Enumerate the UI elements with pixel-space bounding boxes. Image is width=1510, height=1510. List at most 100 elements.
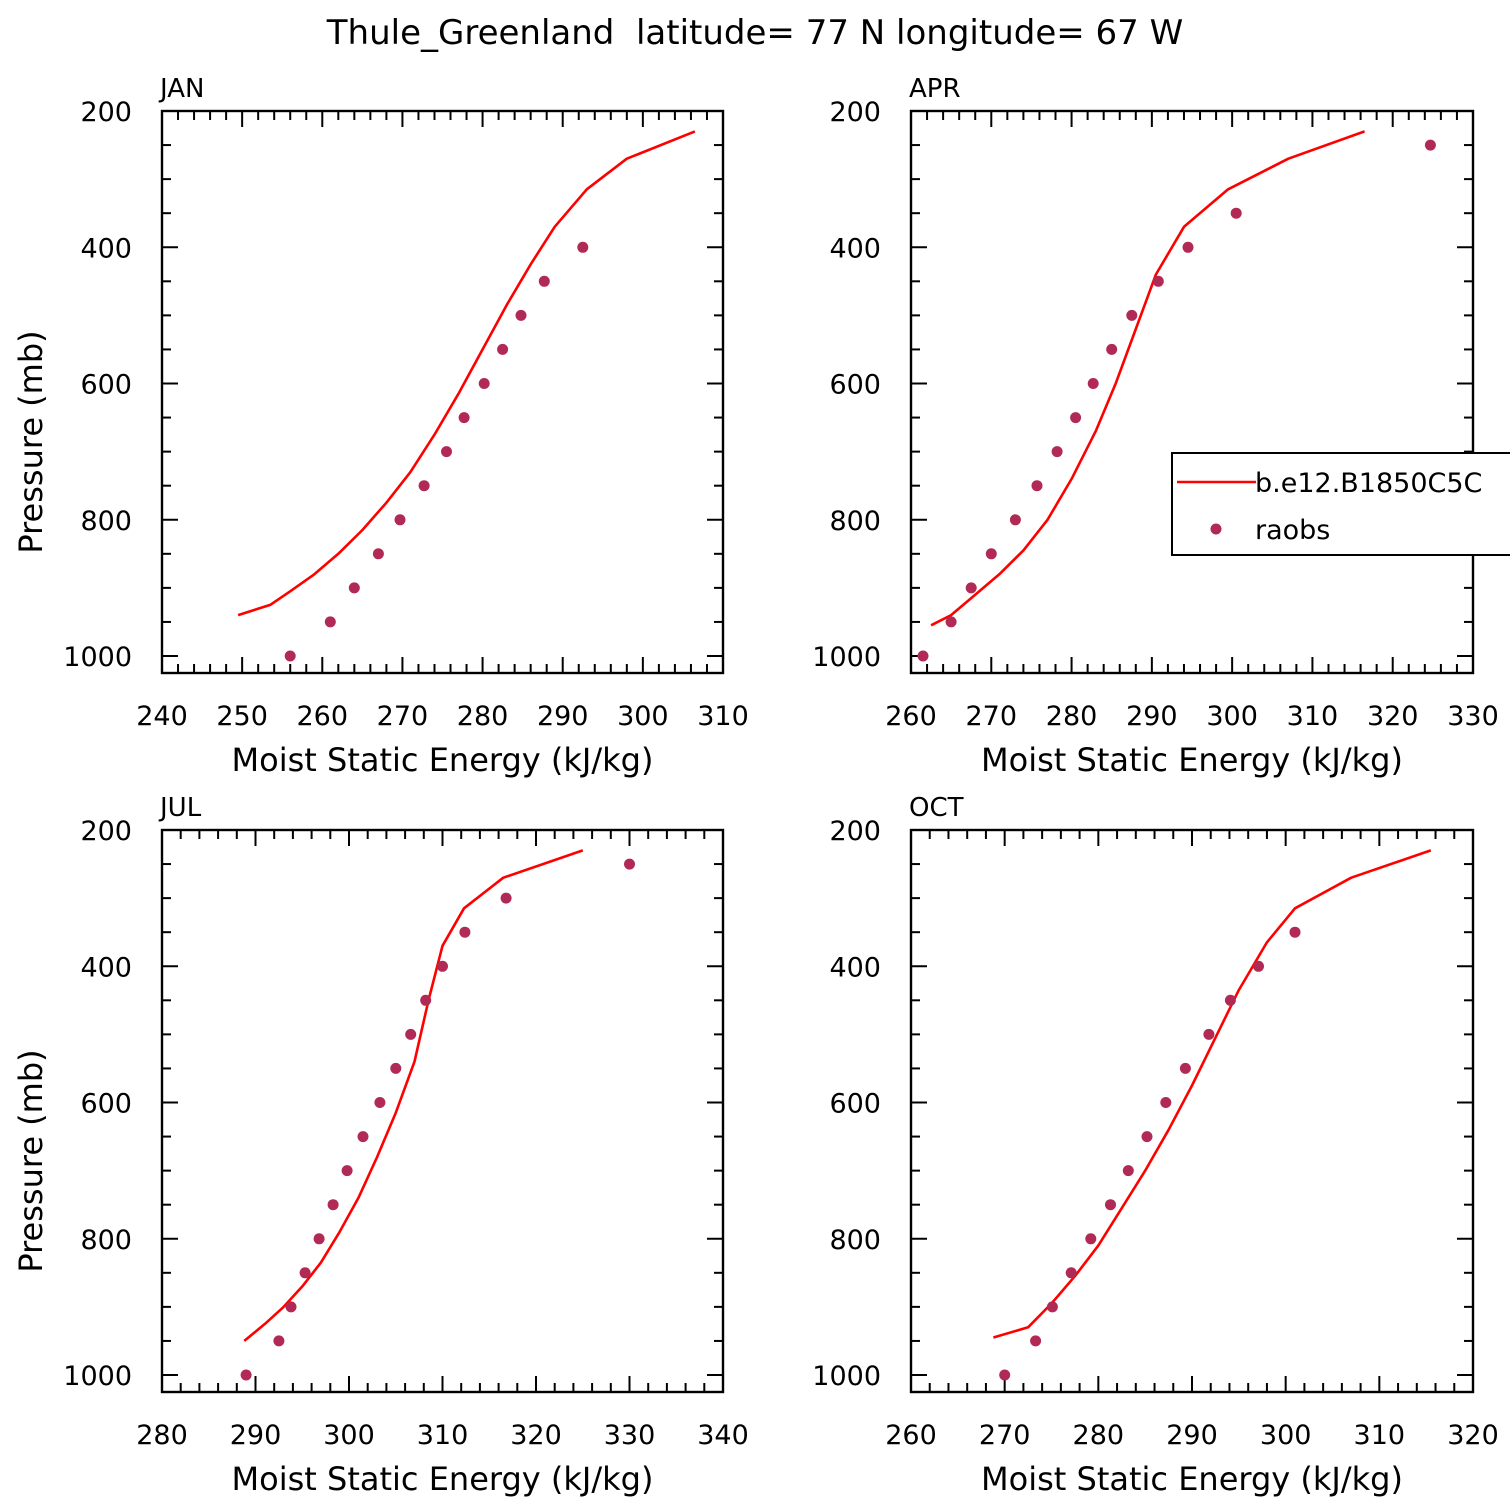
obs-point [515, 309, 527, 321]
x-axis-title: Moist Static Energy (kJ/kg) [232, 741, 654, 779]
obs-point [1031, 480, 1043, 492]
panel-apr: APR 260 270 280 290 300 310 320 330 200 400 600 800 1… [812, 74, 1498, 779]
x-tick-label: 330 [604, 1420, 656, 1451]
y-tick-label: 600 [80, 1089, 132, 1120]
obs-point [538, 275, 550, 287]
y-tick-label: 800 [80, 1225, 132, 1256]
obs-point [327, 1199, 339, 1211]
y-tick-label: 1000 [812, 642, 881, 673]
obs-point [240, 1369, 252, 1381]
y-axis-title: Pressure (mb) [12, 1049, 50, 1272]
obs-point [1182, 241, 1194, 253]
x-tick-label: 320 [510, 1420, 562, 1451]
y-tick-label: 800 [829, 1225, 881, 1256]
x-tick-label: 280 [1046, 701, 1098, 732]
obs-point [357, 1131, 369, 1143]
obs-point [1030, 1335, 1042, 1347]
panel-jul: JUL 280 290 300 310 320 330 340 200 400 600 800 1000… [12, 793, 749, 1498]
model-line [243, 849, 584, 1342]
y-tick-label: 1000 [812, 1361, 881, 1392]
figure-title: Thule_Greenland latitude= 77 N longitude… [326, 13, 1183, 53]
x-tick-label: 270 [979, 1420, 1031, 1451]
obs-point [577, 241, 589, 253]
y-tick-label: 400 [80, 952, 132, 983]
x-tick-label: 260 [885, 701, 937, 732]
obs-point [405, 1028, 417, 1040]
obs-point [1122, 1165, 1134, 1177]
obs-point [1224, 994, 1236, 1006]
obs-point [1046, 1301, 1058, 1313]
x-tick-label: 300 [617, 701, 669, 732]
obs-point [1160, 1097, 1172, 1108]
y-tick-label: 1000 [63, 642, 132, 673]
obs-point [299, 1267, 311, 1279]
obs-point [965, 582, 977, 594]
obs-point [1085, 1233, 1097, 1245]
panel-oct: OCT 260 270 280 290 300 310 320 200 400 600 800 1000… [812, 793, 1498, 1498]
obs-point [1065, 1267, 1077, 1279]
x-tick-label: 280 [1073, 1420, 1125, 1451]
x-axis-title: Moist Static Energy (kJ/kg) [981, 741, 1403, 779]
x-tick-label: 270 [966, 701, 1018, 732]
x-axis-title: Moist Static Energy (kJ/kg) [981, 1460, 1403, 1498]
y-tick-label: 800 [80, 506, 132, 537]
x-tick-label: 310 [1354, 1420, 1406, 1451]
model-line [993, 849, 1432, 1339]
obs-point [348, 582, 360, 594]
obs-point [1106, 343, 1118, 355]
model-line [237, 130, 696, 617]
y-tick-label: 200 [829, 97, 881, 128]
legend-box [1171, 452, 1510, 556]
plot-frame [160, 109, 725, 675]
obs-point [1126, 309, 1138, 321]
obs-point [1424, 139, 1436, 151]
obs-point [497, 343, 509, 355]
obs-point [420, 994, 432, 1006]
obs-point [500, 892, 512, 904]
obs-point [324, 616, 336, 628]
x-tick-label: 290 [537, 701, 589, 732]
obs-point [1070, 412, 1082, 424]
x-tick-label: 300 [1206, 701, 1258, 732]
plot-frame [909, 828, 1475, 1394]
obs-point [1087, 378, 1099, 389]
x-tick-label: 300 [1260, 1420, 1312, 1451]
x-tick-label: 290 [1166, 1420, 1218, 1451]
legend-obs-label: raobs [1255, 515, 1330, 546]
x-tick-label: 240 [136, 701, 188, 732]
x-tick-label: 260 [297, 701, 349, 732]
legend-model-label: b.e12.B1850C5C [1255, 468, 1482, 499]
y-tick-label: 200 [80, 816, 132, 847]
x-tick-label: 260 [885, 1420, 937, 1451]
obs-point [284, 650, 296, 662]
y-tick-label: 600 [829, 370, 881, 401]
x-tick-label: 310 [697, 701, 749, 732]
obs-point [1051, 446, 1063, 458]
y-tick-label: 200 [829, 816, 881, 847]
y-axis-title: Pressure (mb) [12, 330, 50, 553]
legend: b.e12.B1850C5C raobs [1171, 452, 1510, 556]
obs-point [1105, 1199, 1116, 1211]
obs-point [945, 616, 957, 628]
model-line [930, 130, 1366, 627]
obs-point [458, 412, 470, 424]
obs-point [374, 1097, 386, 1108]
legend-marker-swatch [1210, 523, 1222, 535]
obs-point [441, 446, 452, 458]
obs-point [418, 480, 430, 492]
obs-point [624, 858, 635, 870]
y-tick-label: 800 [829, 506, 881, 537]
y-tick-label: 200 [80, 97, 132, 128]
obs-point [985, 548, 997, 560]
y-tick-label: 600 [829, 1089, 881, 1120]
panel-label: JAN [158, 74, 204, 104]
obs-point [1179, 1062, 1191, 1074]
x-tick-label: 320 [1447, 1420, 1499, 1451]
obs-point [390, 1062, 402, 1074]
x-tick-label: 310 [1287, 701, 1339, 732]
x-tick-label: 340 [697, 1420, 749, 1451]
x-tick-label: 330 [1447, 701, 1499, 732]
x-tick-label: 290 [1126, 701, 1178, 732]
panel-label: OCT [909, 793, 964, 823]
